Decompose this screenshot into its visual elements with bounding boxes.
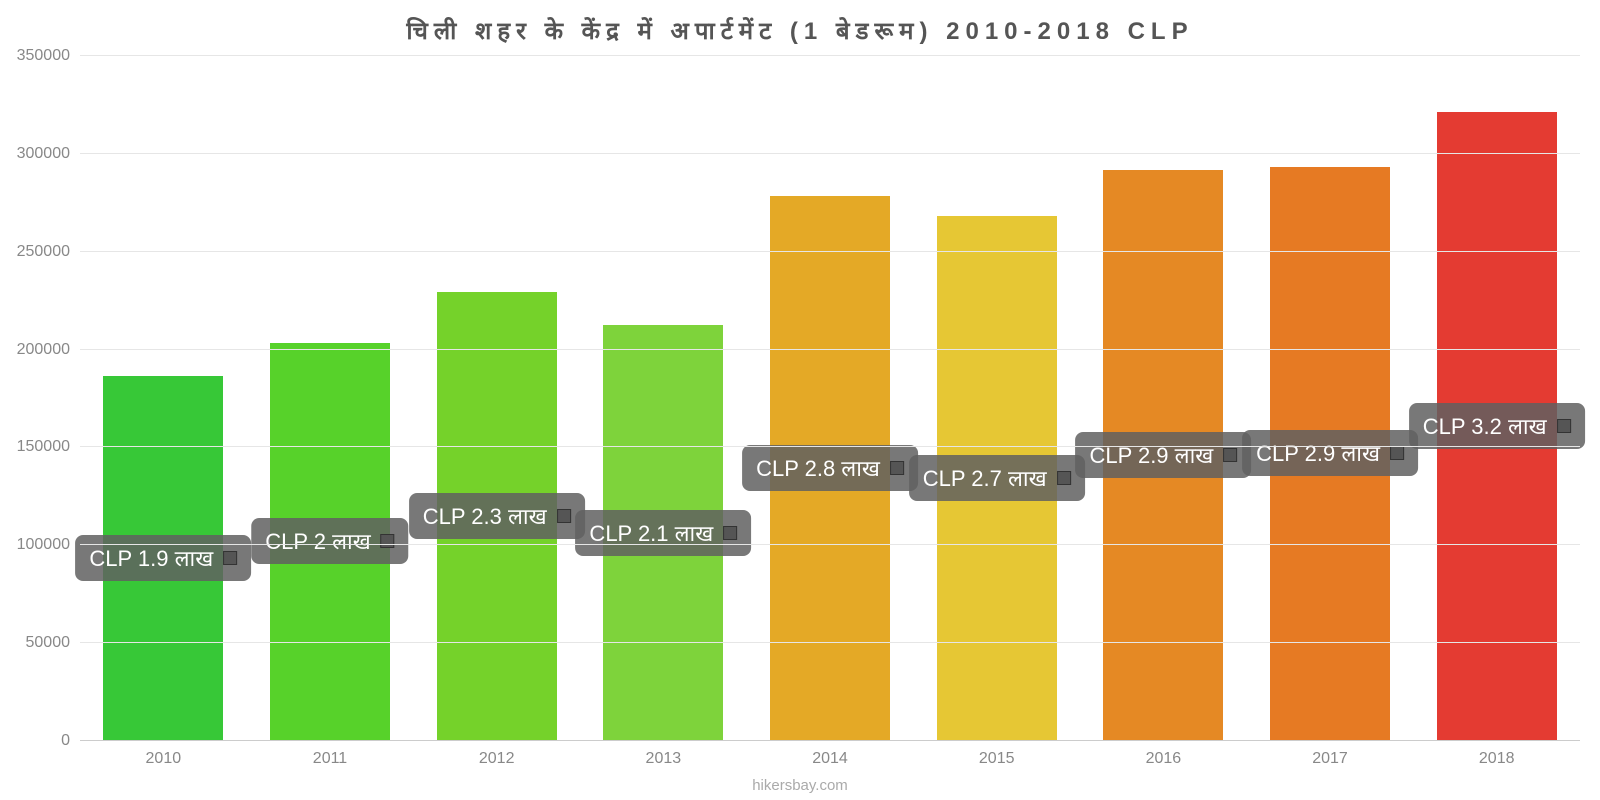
x-axis-label: 2013 <box>580 750 747 768</box>
gridline: 250000 <box>80 251 1580 252</box>
legend-square-icon <box>1390 446 1404 460</box>
value-badge-text: CLP 2 लाख <box>265 526 370 556</box>
chart-container: चिली शहर के केंद्र में अपार्टमेंट (1 बेड… <box>0 0 1600 800</box>
bar-slot: CLP 3.2 लाख <box>1413 55 1580 740</box>
y-axis-label: 300000 <box>17 145 80 163</box>
value-badge: CLP 2.7 लाख <box>909 455 1085 501</box>
value-badge: CLP 2.3 लाख <box>409 493 585 539</box>
bars-group: CLP 1.9 लाख CLP 2 लाख CLP 2.3 लाख CLP 2.1 ल… <box>80 55 1580 740</box>
y-axis-label: 200000 <box>17 341 80 359</box>
bar: CLP 2.9 लाख <box>1270 167 1390 740</box>
legend-square-icon <box>557 509 571 523</box>
bar-slot: CLP 2.9 लाख <box>1247 55 1414 740</box>
x-axis-label: 2018 <box>1413 750 1580 768</box>
gridline: 200000 <box>80 349 1580 350</box>
gridline: 0 <box>80 740 1580 741</box>
value-badge: CLP 2.1 लाख <box>575 510 751 556</box>
gridline: 100000 <box>80 544 1580 545</box>
bar-slot: CLP 1.9 लाख <box>80 55 247 740</box>
bar: CLP 3.2 लाख <box>1437 112 1557 740</box>
gridline: 150000 <box>80 446 1580 447</box>
x-axis-label: 2011 <box>247 750 414 768</box>
chart-title: चिली शहर के केंद्र में अपार्टमेंट (1 बेड… <box>0 0 1600 47</box>
y-axis-label: 150000 <box>17 438 80 456</box>
x-axis-label: 2014 <box>747 750 914 768</box>
value-badge: CLP 2.8 लाख <box>742 445 918 491</box>
x-axis-label: 2015 <box>913 750 1080 768</box>
bar-slot: CLP 2.9 लाख <box>1080 55 1247 740</box>
legend-square-icon <box>723 526 737 540</box>
legend-square-icon <box>381 534 395 548</box>
bar: CLP 1.9 लाख <box>103 376 223 740</box>
plot-area: CLP 1.9 लाख CLP 2 लाख CLP 2.3 लाख CLP 2.1 ल… <box>80 55 1580 740</box>
x-axis-labels: 201020112012201320142015201620172018 <box>80 750 1580 768</box>
legend-square-icon <box>890 461 904 475</box>
bar: CLP 2.3 लाख <box>437 292 557 740</box>
value-badge-text: CLP 2.9 लाख <box>1256 438 1380 468</box>
gridline: 50000 <box>80 642 1580 643</box>
value-badge-text: CLP 2.1 लाख <box>589 518 713 548</box>
value-badge: CLP 2.9 लाख <box>1075 432 1251 478</box>
y-axis-label: 250000 <box>17 243 80 261</box>
legend-square-icon <box>1557 419 1571 433</box>
x-axis-label: 2016 <box>1080 750 1247 768</box>
value-badge-text: CLP 2.9 लाख <box>1089 440 1213 470</box>
x-axis-label: 2010 <box>80 750 247 768</box>
x-axis-label: 2017 <box>1247 750 1414 768</box>
bar: CLP 2.7 लाख <box>937 216 1057 741</box>
value-badge-text: CLP 2.3 लाख <box>423 501 547 531</box>
bar-slot: CLP 2.3 लाख <box>413 55 580 740</box>
value-badge-text: CLP 1.9 लाख <box>89 543 213 573</box>
legend-square-icon <box>223 551 237 565</box>
bar: CLP 2 लाख <box>270 343 390 740</box>
gridline: 300000 <box>80 153 1580 154</box>
bar-slot: CLP 2.7 लाख <box>913 55 1080 740</box>
x-axis-label: 2012 <box>413 750 580 768</box>
legend-square-icon <box>1057 471 1071 485</box>
value-badge: CLP 3.2 लाख <box>1409 403 1585 449</box>
y-axis-label: 100000 <box>17 536 80 554</box>
value-badge: CLP 2.9 लाख <box>1242 430 1418 476</box>
value-badge: CLP 2 लाख <box>251 518 408 564</box>
bar-slot: CLP 2.8 लाख <box>747 55 914 740</box>
bar-slot: CLP 2.1 लाख <box>580 55 747 740</box>
value-badge-text: CLP 3.2 लाख <box>1423 411 1547 441</box>
legend-square-icon <box>1223 448 1237 462</box>
bar: CLP 2.9 लाख <box>1103 170 1223 740</box>
y-axis-label: 50000 <box>26 634 81 652</box>
y-axis-label: 0 <box>61 732 80 750</box>
gridline: 350000 <box>80 55 1580 56</box>
y-axis-label: 350000 <box>17 47 80 65</box>
value-badge-text: CLP 2.7 लाख <box>923 463 1047 493</box>
attribution-text: hikersbay.com <box>0 777 1600 794</box>
bar-slot: CLP 2 लाख <box>247 55 414 740</box>
bar: CLP 2.1 लाख <box>603 325 723 740</box>
value-badge: CLP 1.9 लाख <box>75 535 251 581</box>
bar: CLP 2.8 लाख <box>770 196 890 740</box>
value-badge-text: CLP 2.8 लाख <box>756 453 880 483</box>
